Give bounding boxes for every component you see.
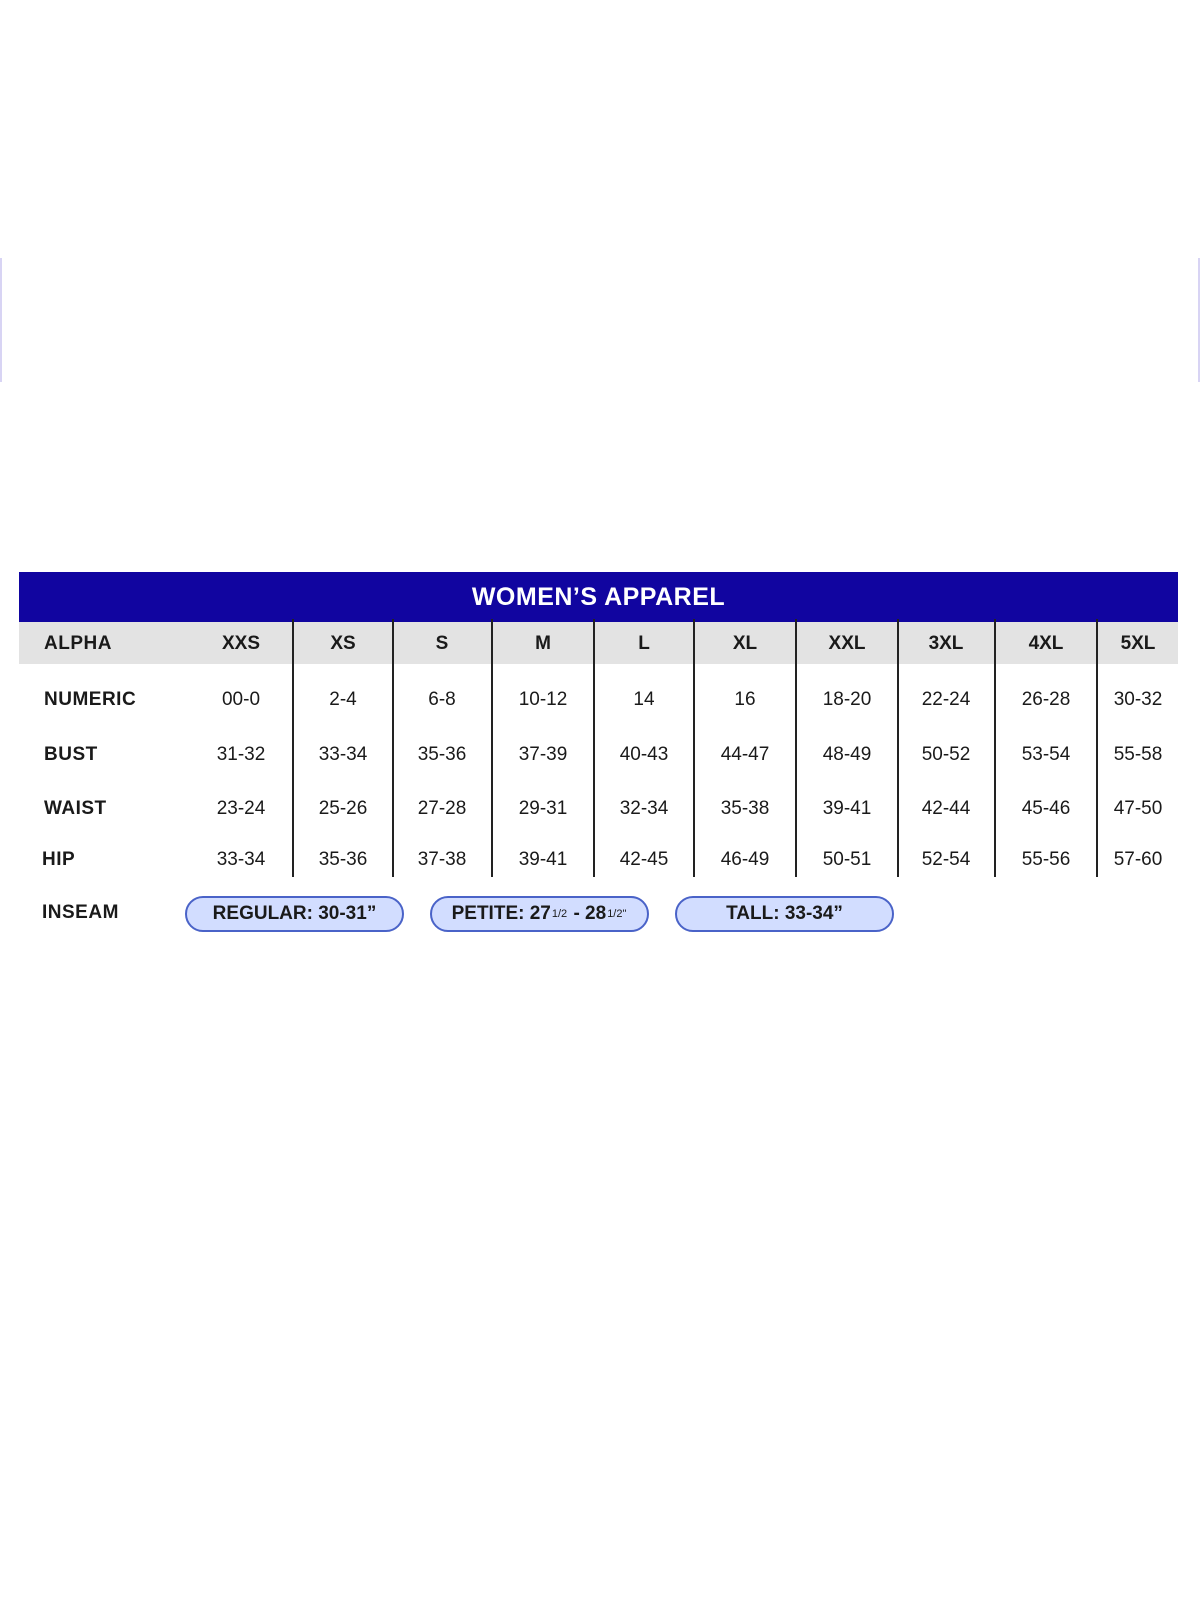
inseam-tall-pill: TALL: 33-34” <box>675 896 894 932</box>
size-value-cell: 22-24 <box>921 689 971 710</box>
left-edge-line <box>0 258 2 382</box>
size-value-cell: 32-34 <box>619 798 669 819</box>
inseam-regular-pill: REGULAR: 30-31” <box>185 896 404 932</box>
size-value-cell: 18-20 <box>822 689 872 710</box>
column-divider <box>795 619 797 877</box>
size-value-cell: 30-32 <box>1113 689 1163 710</box>
size-header-cell: 4XL <box>1028 633 1064 654</box>
size-value-cell: 55-58 <box>1113 744 1163 765</box>
size-header-cell: XXS <box>221 633 261 654</box>
row-label-hip: HIP <box>42 849 76 870</box>
size-value-cell: 33-34 <box>216 849 266 870</box>
column-divider <box>1096 619 1098 877</box>
column-divider <box>593 619 595 877</box>
fraction-half: 1/2 <box>551 908 568 920</box>
row-label-alpha: ALPHA <box>44 633 112 654</box>
inseam-tall-text: TALL: 33-34” <box>726 903 843 924</box>
size-value-cell: 27-28 <box>417 798 467 819</box>
size-value-cell: 16 <box>734 689 756 710</box>
size-value-cell: 35-38 <box>720 798 770 819</box>
size-value-cell: 40-43 <box>619 744 669 765</box>
size-value-cell: 57-60 <box>1113 849 1163 870</box>
row-label-inseam: INSEAM <box>42 902 119 923</box>
size-value-cell: 29-31 <box>518 798 568 819</box>
size-header-cell: XXL <box>828 633 866 654</box>
column-divider <box>994 619 996 877</box>
size-value-cell: 55-56 <box>1021 849 1071 870</box>
size-value-cell: 50-52 <box>921 744 971 765</box>
size-header-cell: 5XL <box>1120 633 1156 654</box>
inseam-regular-text: REGULAR: 30-31” <box>212 903 377 924</box>
size-value-cell: 37-38 <box>417 849 467 870</box>
size-value-cell: 14 <box>633 689 655 710</box>
size-value-cell: 42-44 <box>921 798 971 819</box>
size-value-cell: 42-45 <box>619 849 669 870</box>
size-value-cell: 46-49 <box>720 849 770 870</box>
table-title: WOMEN’S APPAREL <box>19 572 1178 622</box>
inseam-petite-text-2: - 28 <box>573 903 607 924</box>
column-divider <box>392 619 394 877</box>
size-value-cell: 53-54 <box>1021 744 1071 765</box>
size-header-cell: S <box>435 633 449 654</box>
size-value-cell: 44-47 <box>720 744 770 765</box>
inseam-petite-text: PETITE: 27 <box>451 903 551 924</box>
right-edge-line <box>1198 258 1200 382</box>
fraction-half: 1/2" <box>607 908 627 920</box>
size-value-cell: 47-50 <box>1113 798 1163 819</box>
size-value-cell: 26-28 <box>1021 689 1071 710</box>
size-value-cell: 31-32 <box>216 744 266 765</box>
size-value-cell: 10-12 <box>518 689 568 710</box>
size-header-cell: XL <box>732 633 758 654</box>
size-value-cell: 25-26 <box>318 798 368 819</box>
size-value-cell: 37-39 <box>518 744 568 765</box>
size-value-cell: 2-4 <box>329 689 357 710</box>
row-label-numeric: NUMERIC <box>44 689 137 710</box>
size-value-cell: 35-36 <box>417 744 467 765</box>
column-divider <box>693 619 695 877</box>
column-divider <box>292 619 294 877</box>
size-value-cell: 50-51 <box>822 849 872 870</box>
column-divider <box>491 619 493 877</box>
row-label-waist: WAIST <box>44 798 107 819</box>
row-label-bust: BUST <box>44 744 98 765</box>
size-header-cell: M <box>535 633 551 654</box>
size-value-cell: 35-36 <box>318 849 368 870</box>
size-value-cell: 39-41 <box>518 849 568 870</box>
size-value-cell: 52-54 <box>921 849 971 870</box>
size-value-cell: 6-8 <box>428 689 456 710</box>
column-divider <box>897 619 899 877</box>
size-header-row <box>19 622 1178 664</box>
size-header-cell: L <box>638 633 650 654</box>
size-header-cell: 3XL <box>928 633 964 654</box>
size-value-cell: 00-0 <box>221 689 261 710</box>
size-value-cell: 33-34 <box>318 744 368 765</box>
inseam-petite-pill: PETITE: 27 1/2 - 28 1/2" <box>430 896 649 932</box>
size-value-cell: 39-41 <box>822 798 872 819</box>
size-value-cell: 45-46 <box>1021 798 1071 819</box>
size-value-cell: 23-24 <box>216 798 266 819</box>
size-value-cell: 48-49 <box>822 744 872 765</box>
size-header-cell: XS <box>330 633 356 654</box>
